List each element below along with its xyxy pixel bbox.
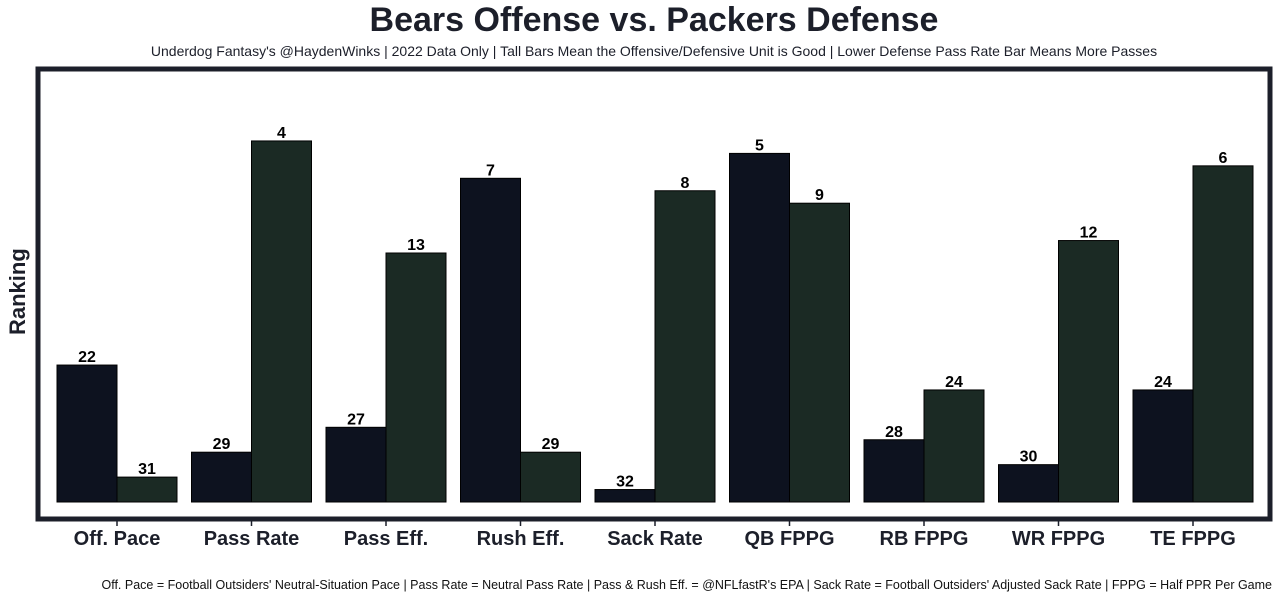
bar-value-label: 29 [542, 436, 560, 453]
bar-offense-8 [1132, 389, 1194, 503]
bar-value-label: 4 [277, 125, 286, 142]
bar-defense-4 [654, 190, 716, 503]
bar-offense-2 [325, 426, 387, 503]
bar-value-label: 9 [815, 187, 824, 204]
chart-title: Bears Offense vs. Packers Defense [369, 1, 939, 39]
x-tick-label: Pass Rate [204, 528, 300, 550]
bar-defense-3 [520, 451, 581, 503]
x-tick-label: WR FPPG [1012, 528, 1105, 550]
bar-value-label: 27 [347, 411, 365, 428]
bar-value-label: 8 [681, 175, 690, 192]
x-tick-label: Off. Pace [74, 528, 161, 550]
bar-defense-2 [385, 252, 447, 503]
bar-value-label: 28 [885, 424, 903, 441]
bar-defense-1 [251, 140, 312, 503]
x-tick-label: TE FPPG [1150, 528, 1236, 550]
bar-defense-5 [789, 202, 850, 503]
bar-offense-3 [460, 177, 521, 503]
bar-value-label: 32 [616, 474, 634, 491]
bar-offense-4 [594, 489, 656, 503]
bar-offense-7 [998, 464, 1059, 503]
bar-offense-5 [729, 152, 790, 503]
plot-frame [35, 66, 1273, 522]
bar-value-label: 22 [78, 349, 96, 366]
bar-value-label: 6 [1219, 150, 1228, 167]
chart-footnote: Off. Pace = Football Outsiders' Neutral-… [101, 578, 1272, 592]
x-tick-label: Pass Eff. [344, 528, 428, 550]
bar-defense-7 [1058, 240, 1119, 503]
bar-value-label: 12 [1080, 225, 1098, 242]
chart-subtitle: Underdog Fantasy's @HaydenWinks | 2022 D… [150, 43, 1158, 59]
bar-defense-8 [1192, 165, 1254, 503]
x-tick-label: QB FPPG [744, 528, 834, 550]
bar-offense-6 [863, 439, 925, 503]
x-tick-label: Rush Eff. [477, 528, 565, 550]
bar-offense-1 [191, 451, 252, 503]
bar-value-label: 29 [213, 436, 231, 453]
bar-value-label: 24 [1154, 374, 1172, 391]
bar-value-label: 13 [407, 237, 425, 254]
bar-value-label: 31 [138, 461, 156, 478]
bar-value-label: 30 [1020, 449, 1038, 466]
bar-defense-6 [923, 389, 985, 503]
x-tick-label: Sack Rate [607, 528, 703, 550]
bar-value-label: 7 [486, 162, 495, 179]
bar-value-label: 24 [945, 374, 963, 391]
bar-defense-0 [116, 476, 178, 503]
bar-offense-0 [56, 364, 118, 503]
x-tick-label: RB FPPG [880, 528, 969, 550]
bar-value-label: 5 [755, 137, 764, 154]
